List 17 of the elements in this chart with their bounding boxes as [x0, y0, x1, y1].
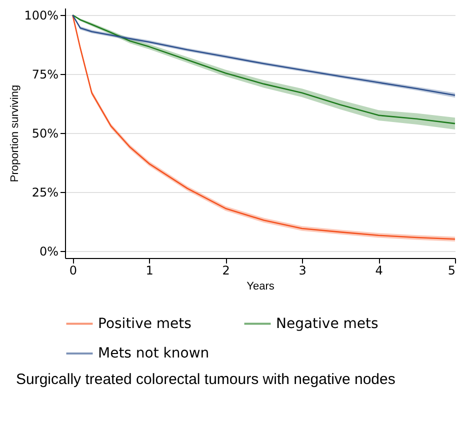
y-tick-label: 0% [39, 244, 58, 258]
x-tick-label: 0 [69, 264, 77, 278]
x-tick-label: 3 [298, 264, 306, 278]
x-tick-label: 5 [448, 264, 456, 278]
text: Surgically treated colorectal tumours with negative nodes [16, 371, 396, 388]
y-axis-title: Proportion surviving [9, 84, 22, 182]
legend-label: Negative mets [276, 316, 378, 332]
y-tick-label: 50% [32, 126, 58, 140]
y-tick-label: 75% [32, 68, 58, 82]
y-tick-label: 25% [32, 185, 58, 200]
x-tick-label: 4 [375, 264, 383, 278]
y-tick-label: 100% [24, 8, 58, 23]
legend-label: Mets not known [98, 346, 210, 362]
x-tick-label: 1 [146, 264, 154, 278]
legend-label: Positive mets [98, 316, 192, 332]
x-tick-label: 2 [222, 264, 230, 278]
x-axis-title: Years [246, 280, 275, 292]
